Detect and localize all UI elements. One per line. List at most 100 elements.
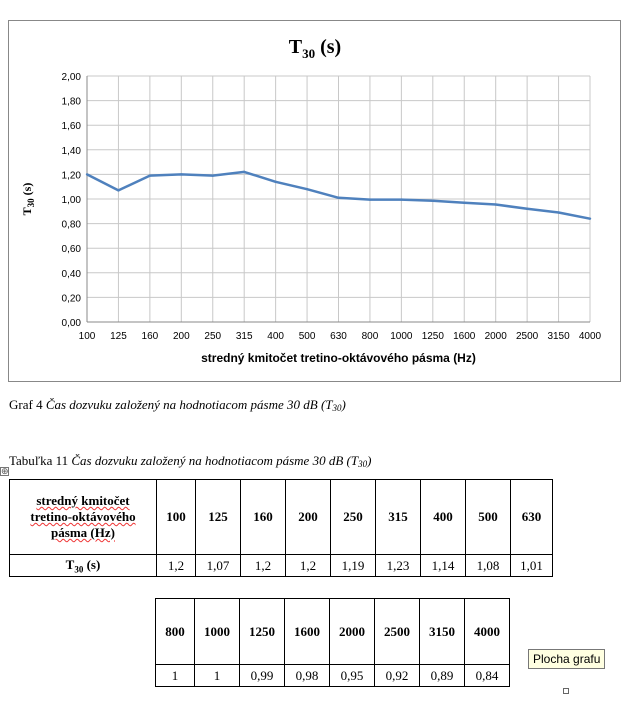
- x-tick-label: 3150: [547, 331, 570, 342]
- value-cell: 1,14: [420, 554, 466, 577]
- freq-cell: 125: [195, 479, 241, 555]
- value-cell: 0,99: [239, 664, 285, 687]
- value-cell: 1,2: [240, 554, 286, 577]
- freq-cell: 1600: [284, 598, 330, 665]
- x-tick-label: 315: [236, 331, 253, 342]
- value-cell: 1,01: [510, 554, 553, 577]
- data-point: [588, 217, 592, 220]
- data-point: [431, 199, 435, 203]
- y-tick-label: 0,80: [62, 220, 82, 231]
- y-tick-label: 1,00: [62, 195, 82, 206]
- x-tick-label: 160: [142, 331, 159, 342]
- freq-cell: 400: [420, 479, 466, 555]
- value-cell: 0,92: [374, 664, 420, 687]
- data-point: [400, 198, 403, 201]
- x-axis-label: stredný kmitočet tretino-oktávového pásm…: [201, 351, 476, 365]
- table-caption: Tabuľka 11 Čas dozvuku založený na hodno…: [9, 453, 371, 469]
- x-tick-label: 125: [110, 331, 127, 342]
- data-point: [117, 189, 120, 192]
- data-point: [85, 173, 89, 176]
- x-tick-label: 1250: [422, 331, 445, 342]
- table-caption-text: Čas dozvuku založený na hodnotiacom pásm…: [71, 453, 359, 468]
- y-tick-label: 0,40: [62, 269, 82, 280]
- freq-cell: 1250: [239, 598, 285, 665]
- value-cell: 1,19: [330, 554, 376, 577]
- x-tick-label: 2500: [516, 331, 539, 342]
- value-cell: 1,08: [465, 554, 511, 577]
- chart-caption-sub: 30: [332, 403, 342, 413]
- x-tick-label: 630: [330, 331, 347, 342]
- x-tick-label: 1600: [453, 331, 476, 342]
- value-cell: 1: [155, 664, 195, 687]
- freq-cell: 800: [155, 598, 195, 665]
- table-caption-prefix: Tabuľka 11: [9, 453, 72, 468]
- x-tick-label: 250: [204, 331, 221, 342]
- table-row: stredný kmitočet tretino-oktávového pásm…: [9, 479, 553, 555]
- data-point: [180, 173, 183, 176]
- value-cell: 0,89: [419, 664, 465, 687]
- data-point: [494, 203, 497, 206]
- chart-title: T30 (s): [289, 36, 341, 61]
- row-label-line2: tretino-oktávového: [30, 509, 136, 524]
- chart-area[interactable]: 0,00 0,20 0,40 0,60 0,80 1,00 1,20 1,40 1,60 1,80…: [8, 20, 621, 382]
- row-label-frequency: stredný kmitočet tretino-oktávového pásm…: [9, 479, 157, 555]
- freq-cell: 4000: [464, 598, 510, 665]
- value-cell: 1,2: [156, 554, 196, 577]
- freq-cell: 2000: [329, 598, 375, 665]
- freq-cell: 160: [240, 479, 286, 555]
- chart-caption-text: Čas dozvuku založený na hodnotiacom pásm…: [45, 397, 333, 412]
- value-cell: 1,23: [375, 554, 421, 577]
- freq-cell: 250: [330, 479, 376, 555]
- value-cell: 0,98: [284, 664, 330, 687]
- freq-cell: 3150: [419, 598, 465, 665]
- value-cell: 0,95: [329, 664, 375, 687]
- table-row: 800 1000 1250 1600 2000 2500 3150 4000: [155, 598, 510, 665]
- data-point: [525, 207, 529, 211]
- x-tick-label: 800: [362, 331, 379, 342]
- x-tick-label: 200: [173, 331, 190, 342]
- freq-cell: 100: [156, 479, 196, 555]
- data-point: [148, 174, 152, 177]
- x-tick-label: 400: [267, 331, 284, 342]
- data-point: [368, 198, 372, 201]
- freq-cell: 315: [375, 479, 421, 555]
- data-point: [337, 196, 340, 199]
- y-tick-label: 0,60: [62, 244, 82, 255]
- value-cell: 1,07: [195, 554, 241, 577]
- data-point: [463, 201, 466, 204]
- freq-cell: 630: [510, 479, 553, 555]
- y-tick-label: 2,00: [62, 72, 82, 83]
- data-table-2: 800 1000 1250 1600 2000 2500 3150 4000 1 1 0,99 0,…: [155, 598, 510, 687]
- freq-cell: 2500: [374, 598, 420, 665]
- data-point: [274, 180, 277, 183]
- freq-cell: 200: [285, 479, 331, 555]
- y-tick-label: 1,40: [62, 146, 82, 157]
- y-tick-label: 1,20: [62, 170, 82, 181]
- resize-handle[interactable]: [563, 688, 569, 694]
- chart-caption-suffix: ): [341, 397, 346, 412]
- data-point: [557, 211, 560, 214]
- value-cell: 0,84: [464, 664, 510, 687]
- t30-rest: (s): [83, 556, 101, 572]
- freq-cell: 500: [465, 479, 511, 555]
- table-caption-suffix: ): [367, 453, 372, 468]
- x-tick-label: 4000: [579, 331, 602, 342]
- row-label-t30: T30 (s): [9, 554, 157, 577]
- line-chart: 0,00 0,20 0,40 0,60 0,80 1,00 1,20 1,40 1,60 1,80…: [20, 36, 602, 365]
- chart-area-tooltip: Plocha grafu: [528, 649, 606, 669]
- table-row: 1 1 0,99 0,98 0,95 0,92 0,89 0,84: [155, 664, 510, 687]
- table-move-handle-icon[interactable]: ⊕: [0, 467, 9, 477]
- t30-sub: 30: [74, 564, 84, 575]
- table-row: T30 (s) 1,2 1,07 1,2 1,2 1,19 1,23 1,14 1,08 1,0…: [9, 554, 553, 577]
- t30-main: T: [65, 556, 75, 572]
- x-tick-label: 1000: [390, 331, 413, 342]
- chart-caption-prefix: Graf 4: [9, 397, 46, 412]
- value-cell: 1: [194, 664, 240, 687]
- row-label-line3: pásma (Hz): [51, 525, 115, 540]
- table-caption-sub: 30: [358, 459, 368, 469]
- y-tick-label: 1,60: [62, 121, 82, 132]
- data-point: [242, 170, 246, 174]
- x-tick-label: 500: [299, 331, 316, 342]
- data-point: [211, 174, 214, 177]
- y-tick-label: 0,20: [62, 293, 82, 304]
